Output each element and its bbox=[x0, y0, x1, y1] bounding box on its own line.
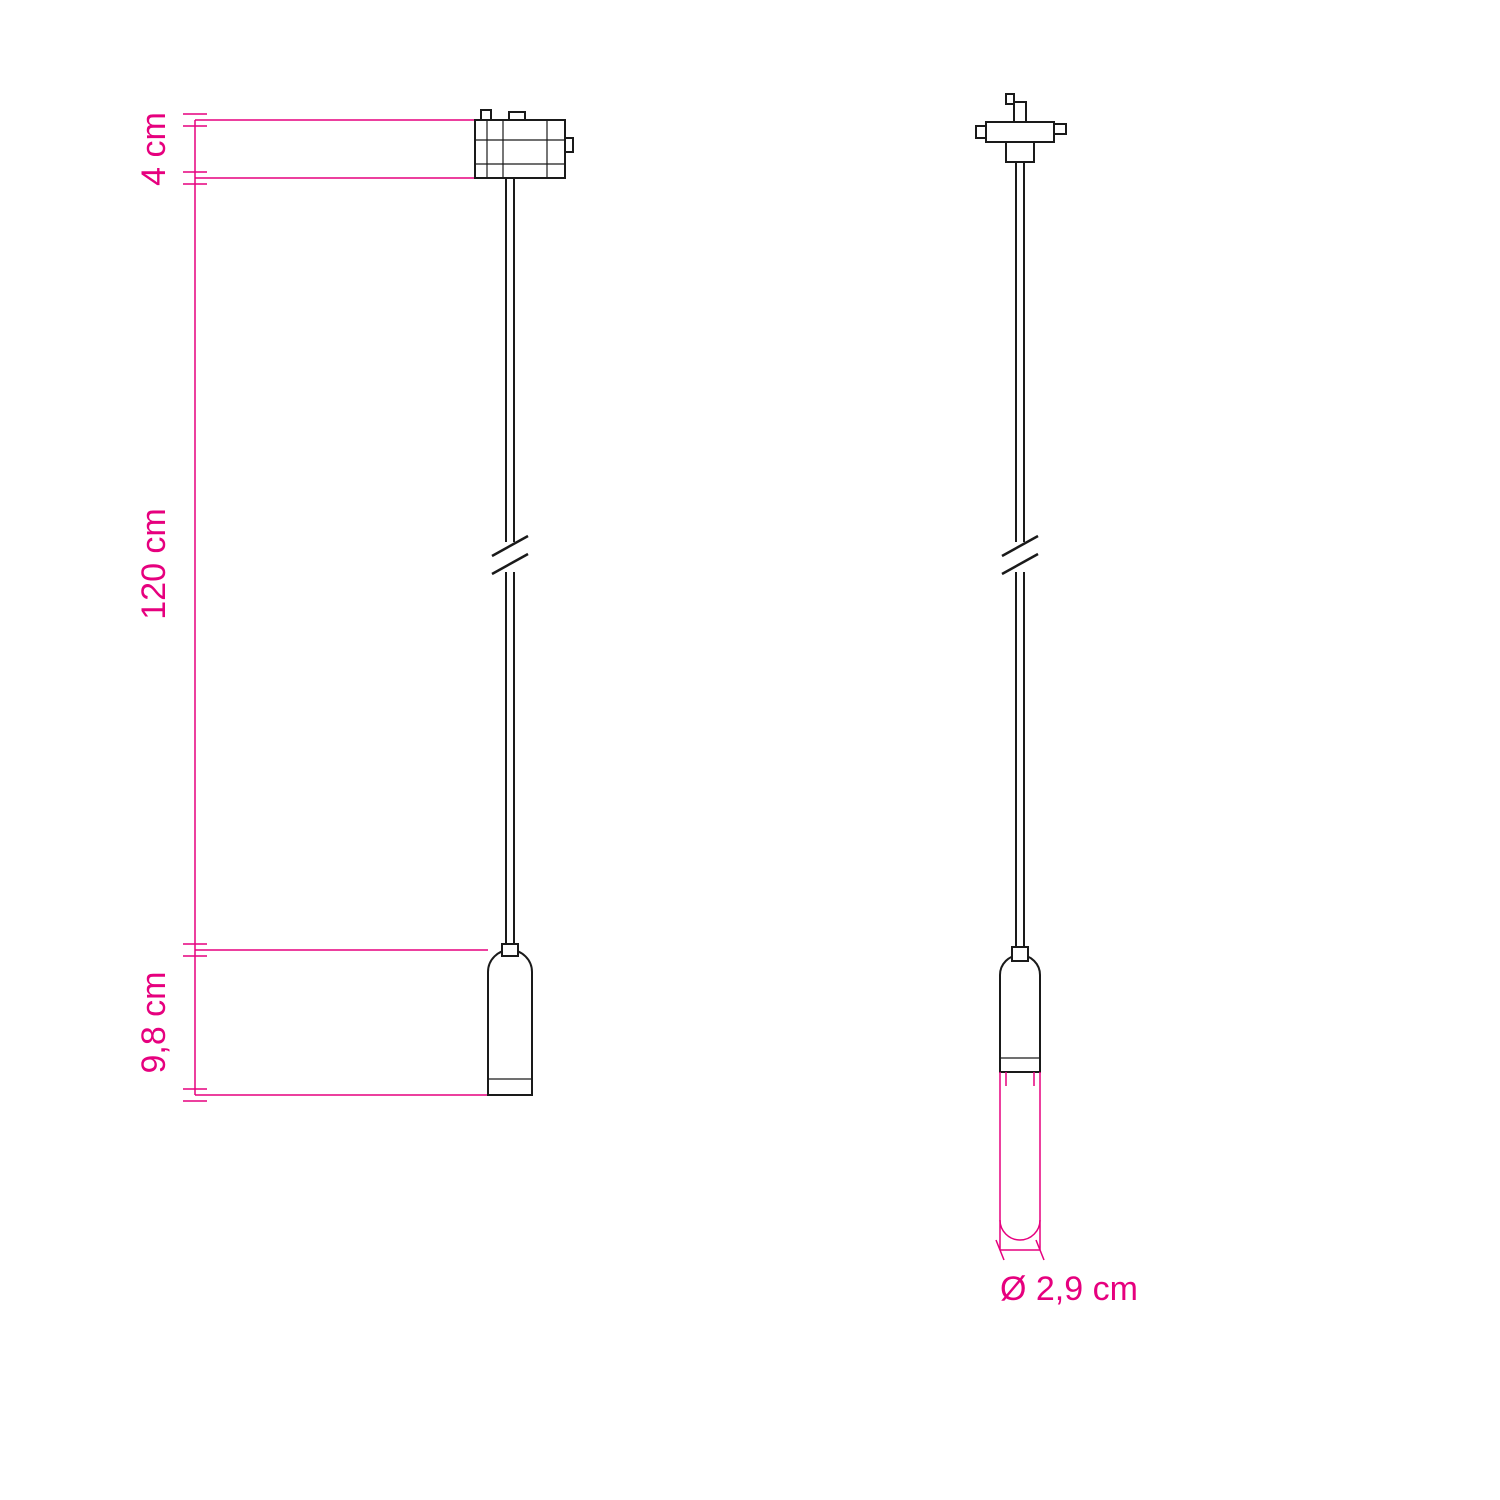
dimension-label: 4 cm bbox=[135, 112, 173, 186]
dimension-label: Ø 2,9 cm bbox=[1000, 1270, 1138, 1308]
dimension-label: 9,8 cm bbox=[135, 971, 173, 1073]
dimension-label: 120 cm bbox=[135, 508, 173, 620]
